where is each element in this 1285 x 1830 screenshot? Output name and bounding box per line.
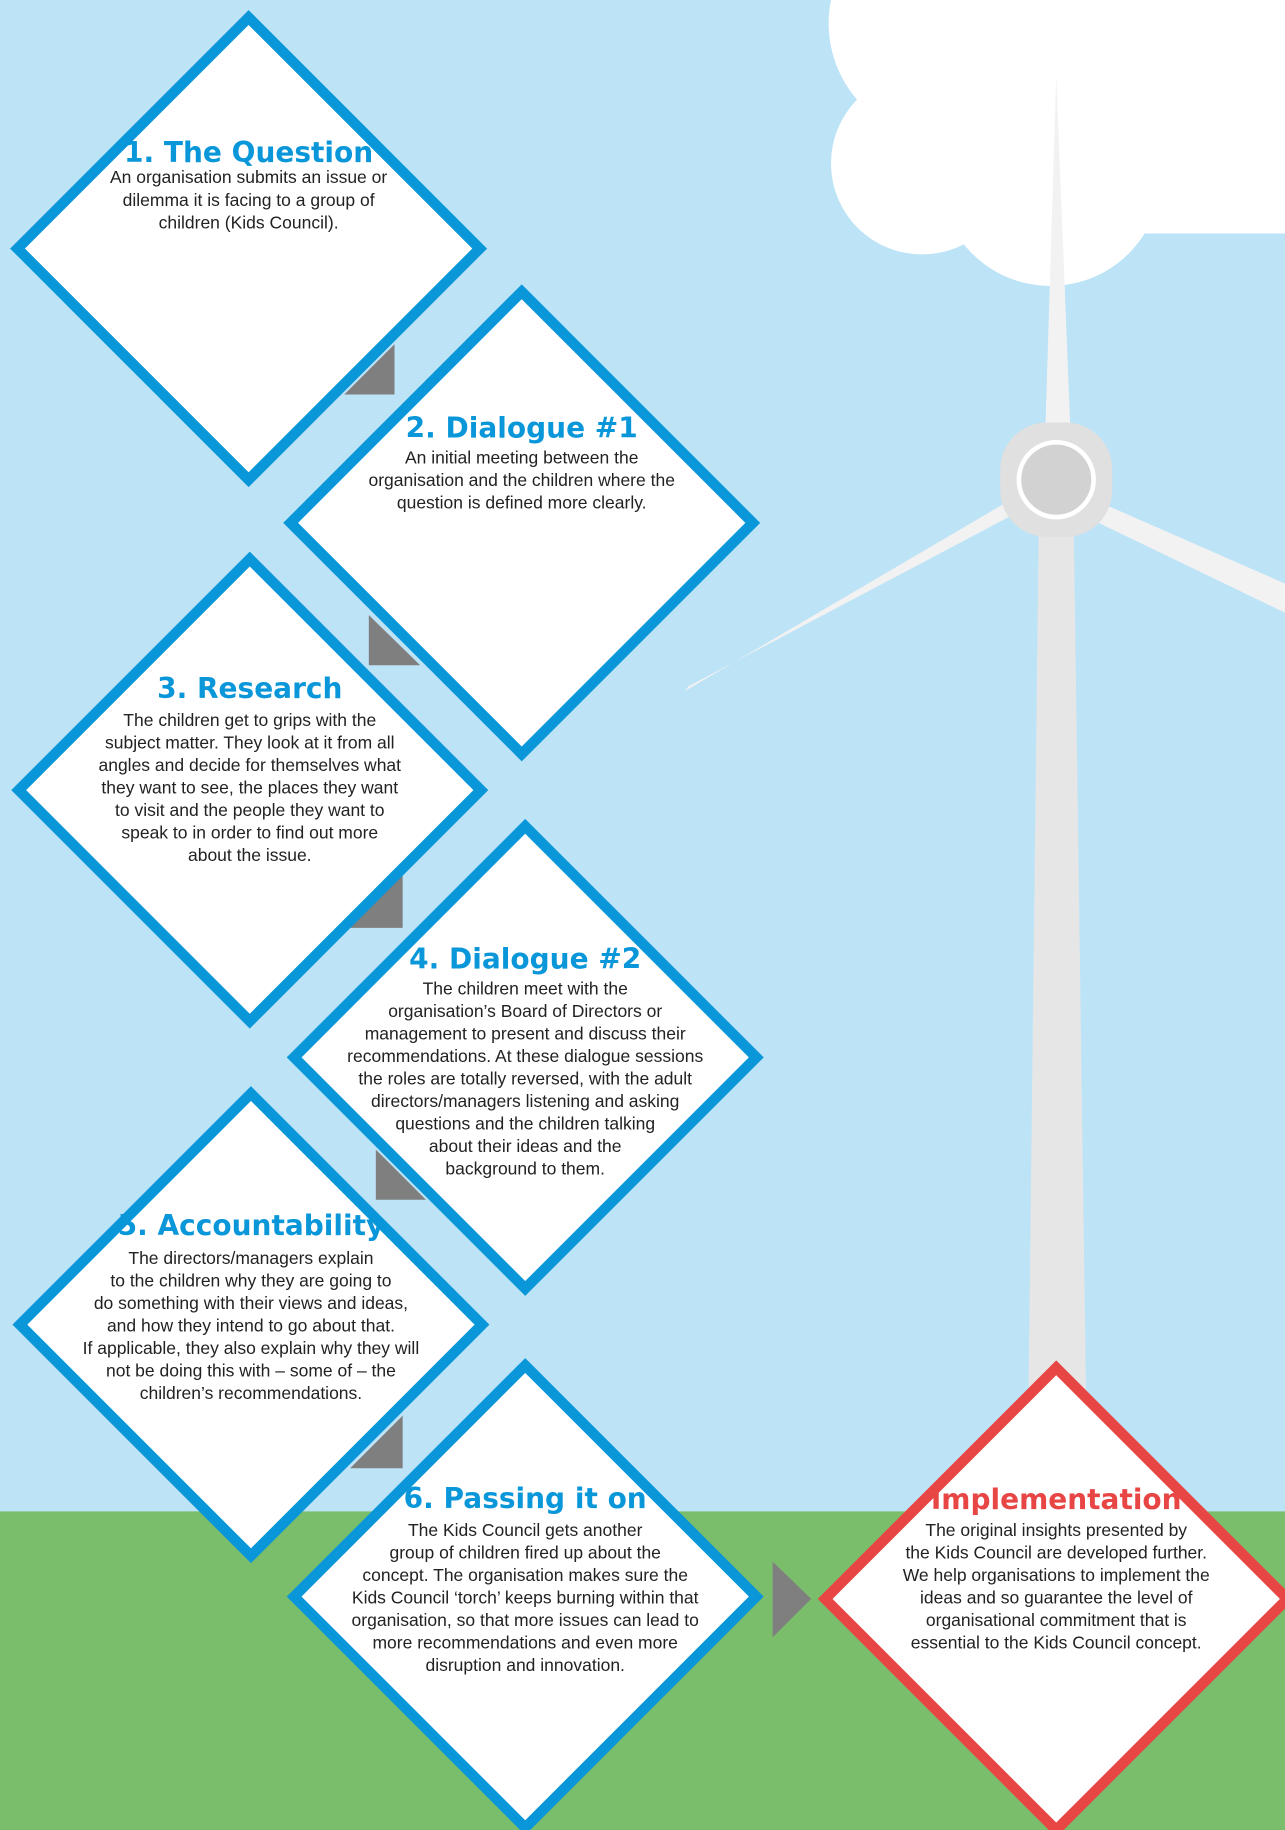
step-text: essential to the Kids Council concept. [911, 1633, 1202, 1653]
step-text: speak to in order to find out more [121, 823, 378, 843]
step-title: 3. Research [157, 672, 342, 705]
step-text: they want to see, the places they want [101, 778, 398, 798]
step-text: The children meet with the [423, 978, 628, 998]
step-text: We help organisations to implement the [903, 1565, 1210, 1585]
step-text: Kids Council ‘torch’ keeps burning withi… [352, 1587, 699, 1607]
step-text: about their ideas and the [429, 1136, 622, 1156]
step-text: management to present and discuss their [365, 1023, 686, 1043]
step-text: about the issue. [188, 845, 312, 865]
step-text: The Kids Council gets another [408, 1520, 643, 1540]
step-text: questions and the children talking [395, 1114, 655, 1134]
step-text: dilemma it is facing to a group of [123, 190, 375, 210]
step-text: If applicable, they also explain why the… [83, 1338, 420, 1358]
step-text: ideas and so guarantee the level of [920, 1587, 1193, 1607]
step-text: angles and decide for themselves what [99, 755, 402, 775]
step-text: The original insights presented by [925, 1520, 1187, 1540]
step-text: to the children why they are going to [110, 1270, 391, 1290]
step-text: and how they intend to go about that. [107, 1316, 395, 1336]
step-text: children (Kids Council). [159, 212, 339, 232]
step-title: Implementation [931, 1483, 1182, 1516]
infographic: 1. The QuestionAn organisation submits a… [0, 0, 1285, 1830]
step-text: the Kids Council are developed further. [905, 1542, 1207, 1562]
step-text: question is defined more clearly. [397, 492, 647, 512]
step-text: to visit and the people they want to [115, 800, 384, 820]
step-text: organisation, so that more issues can le… [352, 1610, 699, 1630]
step-text: concept. The organisation makes sure the [362, 1565, 688, 1585]
step-title: 5. Accountability [118, 1209, 385, 1242]
page: 1. The QuestionAn organisation submits a… [0, 0, 1285, 1830]
step-text: recommendations. At these dialogue sessi… [347, 1046, 703, 1066]
step-text: An initial meeting between the [405, 447, 638, 467]
step-text: The children get to grips with the [123, 710, 376, 730]
step-text: not be doing this with – some of – the [106, 1361, 396, 1381]
step-text: directors/managers listening and asking [371, 1091, 679, 1111]
step-title: 6. Passing it on [404, 1482, 647, 1515]
step-title: 4. Dialogue #2 [409, 943, 641, 976]
step-text: organisation and the children where the [368, 470, 674, 490]
step-title: 1. The Question [124, 136, 373, 169]
step-text: children’s recommendations. [140, 1383, 362, 1403]
step-text: organisational commitment that is [926, 1610, 1187, 1630]
step-text: more recommendations and even more [372, 1633, 677, 1653]
step-text: An organisation submits an issue or [110, 167, 387, 187]
step-text: The directors/managers explain [128, 1248, 373, 1268]
step-text: disruption and innovation. [425, 1655, 624, 1675]
step-text: organisation’s Board of Directors or [388, 1001, 662, 1021]
step-text: do something with their views and ideas, [94, 1293, 408, 1313]
step-text: group of children fired up about the [389, 1542, 660, 1562]
step-title: 2. Dialogue #1 [406, 412, 638, 445]
step-text: background to them. [445, 1159, 605, 1179]
step-text: the roles are totally reversed, with the… [358, 1068, 692, 1088]
step-text: subject matter. They look at it from all [105, 732, 395, 752]
